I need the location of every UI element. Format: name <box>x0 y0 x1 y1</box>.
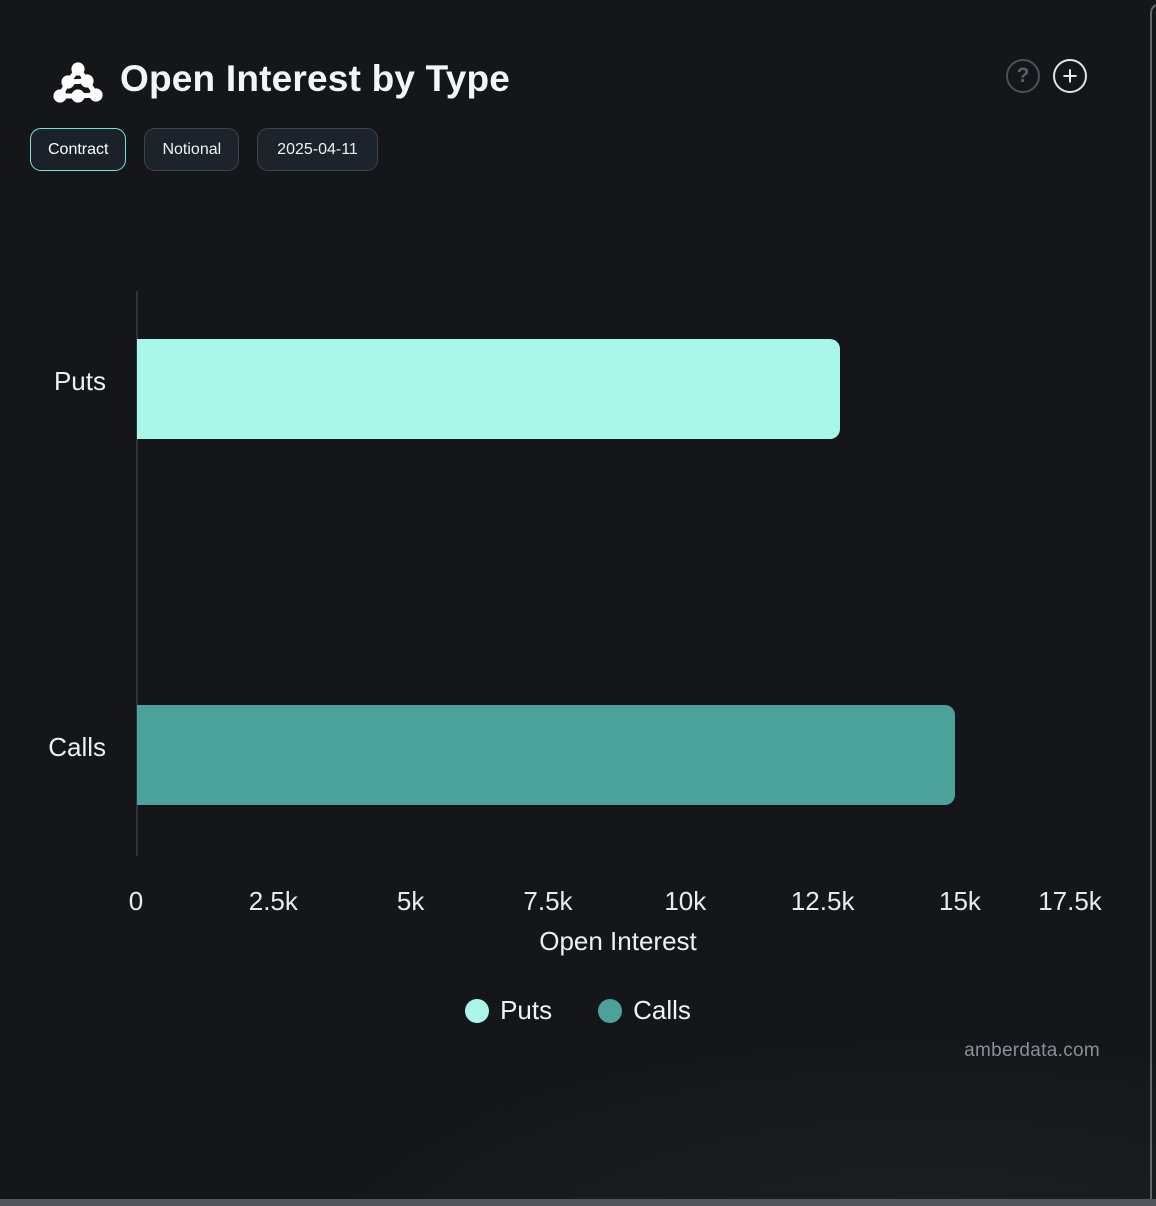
help-icon[interactable]: ? <box>1006 59 1040 93</box>
amberdata-logo-icon <box>53 62 103 103</box>
legend-label-calls: Calls <box>633 995 691 1025</box>
toolbar: Contract Notional 2025-04-11 <box>30 128 378 171</box>
notional-toggle-button[interactable]: Notional <box>144 128 240 171</box>
add-glyph: + <box>1062 61 1078 91</box>
window-bottom-bar <box>0 1199 1156 1206</box>
y-axis-line <box>136 291 138 856</box>
date-button[interactable]: 2025-04-11 <box>257 128 378 171</box>
legend: Puts Calls <box>0 995 1156 1026</box>
x-tick-10k: 10k <box>664 886 707 916</box>
x-tick-7.5k: 7.5k <box>523 886 573 916</box>
legend-dot-calls <box>598 998 623 1023</box>
x-tick-5k: 5k <box>396 886 425 916</box>
category-label-puts: Puts <box>53 366 106 396</box>
watermark: amberdata.com <box>964 1040 1100 1061</box>
x-tick-15k: 15k <box>939 886 981 916</box>
category-label-calls: Calls <box>48 732 106 762</box>
legend-dot-puts <box>465 998 490 1023</box>
x-tick-17.5k: 17.5k <box>1038 886 1102 916</box>
legend-item-puts[interactable]: Puts <box>465 995 552 1026</box>
x-tick-2.5k: 2.5k <box>248 886 298 916</box>
legend-item-calls[interactable]: Calls <box>598 995 691 1026</box>
contract-toggle-button[interactable]: Contract <box>30 128 127 171</box>
page-title: Open Interest by Type <box>120 58 511 99</box>
bar-puts[interactable] <box>137 339 840 439</box>
x-axis-title: Open Interest <box>539 926 697 956</box>
legend-label-puts: Puts <box>500 995 553 1025</box>
x-tick-12.5k: 12.5k <box>790 886 855 916</box>
x-tick-0: 0 <box>128 886 144 916</box>
help-glyph: ? <box>1016 64 1030 87</box>
bar-calls[interactable] <box>137 705 955 805</box>
add-icon[interactable]: + <box>1053 59 1087 93</box>
